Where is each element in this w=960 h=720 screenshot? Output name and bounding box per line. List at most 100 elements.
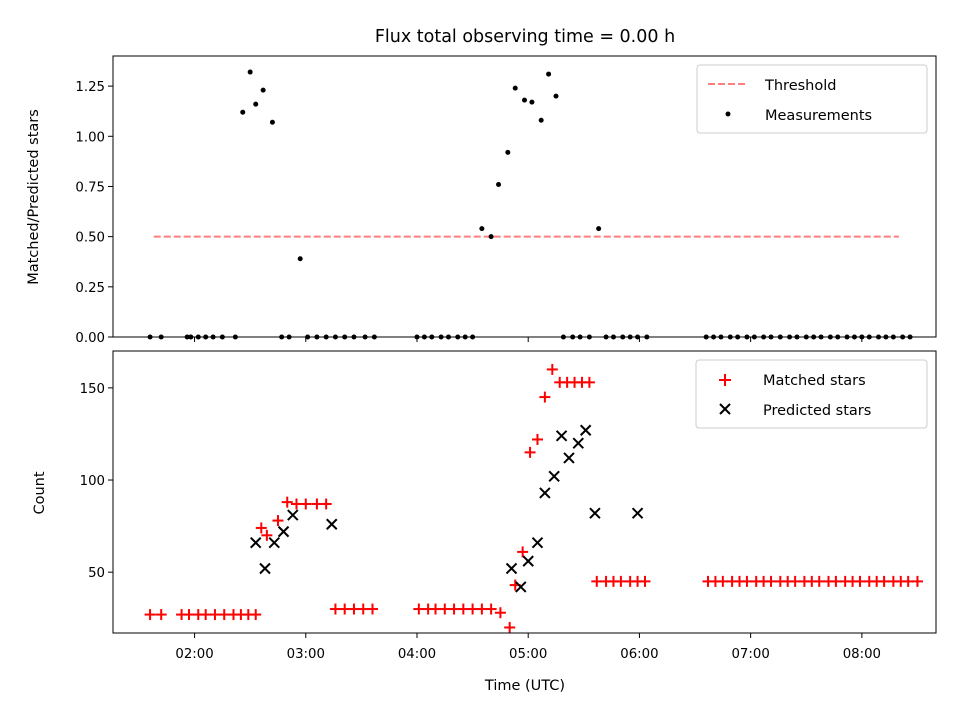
top-plot-frame bbox=[112, 55, 937, 338]
legend-threshold-label: Threshold bbox=[764, 78, 836, 94]
predicted-star-marker bbox=[555, 430, 568, 442]
matched-star-marker bbox=[902, 575, 914, 587]
matched-star-marker bbox=[524, 446, 536, 458]
matched-star-marker bbox=[311, 498, 323, 510]
matched-star-marker bbox=[320, 498, 332, 510]
top-legend: Threshold Measurements bbox=[696, 64, 928, 134]
measurement-point bbox=[240, 109, 246, 115]
top-y-tick-label: 0.25 bbox=[75, 281, 105, 296]
matched-star-marker bbox=[639, 575, 651, 587]
predicted-star-marker bbox=[326, 518, 338, 530]
matched-star-marker bbox=[741, 575, 753, 587]
top-y-ticks: 0.00 0.25 0.50 0.75 1.00 1.25 bbox=[75, 80, 113, 346]
predicted-star-marker bbox=[268, 536, 280, 549]
matched-star-marker bbox=[789, 575, 801, 587]
bottom-x-tick-label: 08:00 bbox=[843, 647, 881, 662]
matched-star-marker bbox=[494, 607, 506, 619]
legend-measurements-label: Measurements bbox=[765, 108, 872, 124]
measurement-point bbox=[260, 87, 266, 93]
matched-star-marker bbox=[854, 575, 866, 587]
bottom-x-tick-label: 03:00 bbox=[287, 647, 325, 662]
predicted-star-marker bbox=[277, 525, 290, 538]
matched-star-marker bbox=[448, 603, 460, 615]
bottom-x-tick-label: 06:00 bbox=[620, 647, 658, 662]
bottom-panel: Count Time (UTC) 50 100 150 02:00 03:00 04:0… bbox=[32, 350, 937, 694]
matched-star-marker bbox=[546, 363, 558, 375]
matched-star-marker bbox=[467, 603, 479, 615]
bottom-x-tick-label: 02:00 bbox=[175, 647, 213, 662]
matched-star-marker bbox=[539, 391, 551, 403]
measurement-point bbox=[505, 149, 511, 155]
predicted-star-marker bbox=[548, 470, 560, 483]
matched-star-marker bbox=[615, 575, 627, 587]
predicted-star-marker bbox=[539, 487, 551, 499]
matched-star-marker bbox=[281, 496, 293, 508]
measurement-point bbox=[488, 234, 494, 240]
matched-star-marker bbox=[367, 603, 379, 615]
legend-matched-swatch bbox=[719, 374, 731, 386]
matched-star-marker bbox=[261, 529, 273, 541]
top-y-tick-label: 1.00 bbox=[75, 130, 105, 145]
matched-star-marker bbox=[583, 376, 595, 388]
matched-star-marker bbox=[430, 603, 442, 615]
matched-star-marker bbox=[485, 603, 497, 615]
matched-star-marker bbox=[439, 603, 451, 615]
predicted-star-marker bbox=[515, 581, 527, 593]
measurement-point bbox=[269, 119, 275, 125]
measurement-point bbox=[297, 256, 303, 262]
top-legend-box bbox=[696, 64, 928, 134]
matched-star-marker bbox=[272, 515, 284, 527]
bottom-plot-frame bbox=[112, 350, 937, 634]
bottom-legend-box bbox=[695, 359, 928, 429]
matched-star-marker bbox=[255, 522, 267, 534]
top-y-tick-label: 1.25 bbox=[75, 80, 105, 95]
bottom-y-tick-label: 150 bbox=[80, 382, 105, 397]
bottom-x-tick-label: 05:00 bbox=[509, 647, 547, 662]
predicted-star-marker bbox=[522, 555, 534, 567]
matched-star-marker bbox=[878, 575, 890, 587]
measurement-point bbox=[529, 99, 535, 105]
matched-stars-series bbox=[144, 363, 923, 633]
top-y-tick-label: 0.50 bbox=[75, 231, 105, 246]
matched-star-marker bbox=[300, 498, 312, 510]
top-y-tick-label: 0.00 bbox=[75, 331, 105, 346]
measurement-point bbox=[522, 97, 527, 103]
bottom-y-tick-label: 50 bbox=[88, 566, 105, 581]
predicted-star-marker bbox=[259, 562, 271, 575]
matched-star-marker bbox=[765, 575, 777, 587]
bottom-x-tick-label: 04:00 bbox=[398, 647, 436, 662]
measurement-point bbox=[496, 181, 502, 187]
matched-star-marker bbox=[717, 575, 729, 587]
bottom-legend: Matched stars Predicted stars bbox=[695, 359, 928, 429]
matched-star-marker bbox=[329, 603, 341, 615]
matched-star-marker bbox=[144, 609, 156, 621]
bottom-y-tick-label: 100 bbox=[80, 474, 105, 489]
matched-star-marker bbox=[504, 621, 516, 633]
bottom-y-ticks: 50 100 150 bbox=[80, 382, 113, 581]
predicted-star-marker bbox=[589, 507, 601, 519]
measurement-point bbox=[479, 226, 485, 232]
predicted-star-marker bbox=[531, 536, 544, 549]
matched-star-marker bbox=[218, 609, 230, 621]
matched-star-marker bbox=[200, 609, 212, 621]
predicted-star-marker bbox=[287, 509, 299, 521]
matched-star-marker bbox=[531, 433, 543, 445]
bottom-x-ticks: 02:00 03:00 04:00 05:00 06:00 07:00 08:00 bbox=[175, 633, 881, 662]
bottom-x-axis-label: Time (UTC) bbox=[484, 678, 565, 694]
legend-predicted-label: Predicted stars bbox=[763, 403, 871, 419]
legend-matched-label: Matched stars bbox=[763, 373, 866, 389]
predicted-stars-series bbox=[250, 424, 644, 593]
matched-star-marker bbox=[457, 603, 469, 615]
matched-star-marker bbox=[209, 609, 221, 621]
matched-star-marker bbox=[591, 575, 603, 587]
top-y-tick-label: 0.75 bbox=[75, 180, 105, 195]
predicted-star-marker bbox=[572, 437, 584, 449]
matched-star-marker bbox=[357, 603, 369, 615]
matched-star-marker bbox=[183, 609, 195, 621]
measurement-point bbox=[247, 69, 253, 75]
measurement-point bbox=[596, 226, 602, 232]
measurement-point bbox=[512, 85, 518, 91]
matched-star-marker bbox=[517, 546, 529, 558]
measurement-point bbox=[538, 117, 544, 123]
